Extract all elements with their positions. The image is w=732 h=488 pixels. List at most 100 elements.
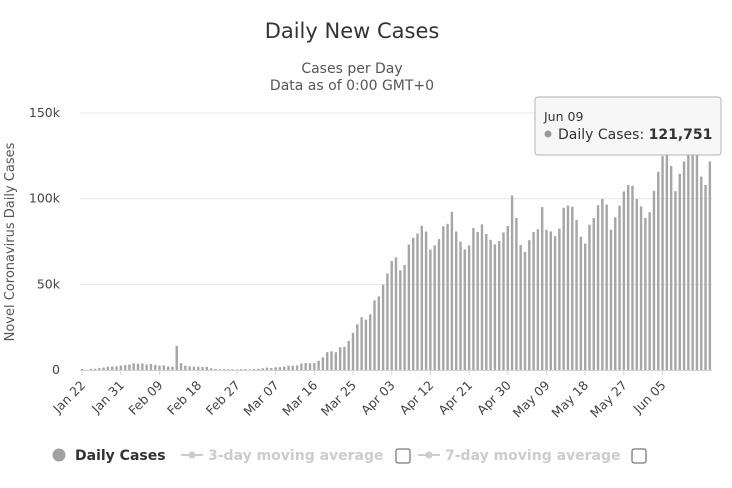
legend-3-day-moving-average-marker[interactable]	[188, 451, 196, 459]
bar[interactable]	[626, 185, 630, 370]
bar[interactable]	[424, 231, 428, 370]
bar[interactable]	[227, 369, 230, 370]
bar[interactable]	[429, 249, 432, 370]
bar[interactable]	[480, 224, 484, 370]
legend-3-day-moving-average-label[interactable]: 3-day moving average	[208, 448, 384, 464]
bar[interactable]	[528, 240, 531, 370]
bar[interactable]	[330, 351, 333, 370]
bar[interactable]	[549, 231, 552, 370]
bar[interactable]	[265, 367, 269, 370]
bar[interactable]	[106, 366, 110, 370]
bar[interactable]	[639, 206, 643, 370]
bar[interactable]	[192, 366, 196, 370]
bar[interactable]	[669, 165, 673, 370]
bar[interactable]	[261, 368, 264, 370]
bar[interactable]	[326, 352, 329, 370]
bar[interactable]	[166, 366, 170, 370]
bar[interactable]	[407, 244, 411, 370]
bar[interactable]	[403, 264, 406, 370]
bar[interactable]	[545, 229, 548, 370]
bar[interactable]	[364, 319, 368, 370]
bar[interactable]	[609, 229, 613, 370]
bar[interactable]	[442, 226, 445, 370]
bar[interactable]	[141, 363, 144, 370]
bar[interactable]	[381, 284, 385, 370]
bar[interactable]	[399, 270, 402, 370]
legend-7-day-moving-average-checkbox[interactable]	[631, 448, 647, 464]
bar[interactable]	[356, 324, 359, 370]
bar[interactable]	[373, 300, 376, 370]
bar[interactable]	[369, 314, 372, 370]
bar[interactable]	[571, 206, 574, 370]
bar[interactable]	[252, 369, 256, 370]
bar[interactable]	[291, 365, 295, 370]
bar[interactable]	[596, 205, 600, 370]
bar[interactable]	[635, 199, 638, 370]
bar[interactable]	[351, 332, 355, 370]
legend-3-day-moving-average-checkbox[interactable]	[395, 448, 411, 464]
bar[interactable]	[218, 369, 221, 370]
bar[interactable]	[682, 161, 686, 370]
bar[interactable]	[244, 369, 247, 370]
bar[interactable]	[321, 357, 325, 370]
bar[interactable]	[519, 245, 522, 370]
bar[interactable]	[708, 161, 712, 370]
bar[interactable]	[510, 195, 514, 370]
bar[interactable]	[308, 363, 312, 370]
bar[interactable]	[343, 346, 346, 370]
bar[interactable]	[532, 231, 535, 370]
bar[interactable]	[93, 368, 97, 370]
bar[interactable]	[592, 218, 595, 370]
bar[interactable]	[287, 365, 290, 370]
bar[interactable]	[235, 369, 239, 370]
bar[interactable]	[295, 365, 299, 370]
bar[interactable]	[485, 234, 488, 370]
bar[interactable]	[446, 223, 449, 370]
bar[interactable]	[472, 227, 475, 370]
bar[interactable]	[128, 364, 131, 370]
bar[interactable]	[184, 365, 187, 370]
bar[interactable]	[515, 218, 518, 370]
bar[interactable]	[338, 347, 342, 370]
bar[interactable]	[313, 363, 316, 370]
bar[interactable]	[622, 191, 626, 370]
bar[interactable]	[119, 365, 123, 370]
bar[interactable]	[575, 219, 578, 370]
bar[interactable]	[283, 366, 286, 370]
bar[interactable]	[111, 366, 114, 370]
bar[interactable]	[205, 366, 209, 370]
bar[interactable]	[209, 368, 213, 370]
bar[interactable]	[553, 236, 557, 370]
bar[interactable]	[502, 232, 505, 370]
bar[interactable]	[179, 363, 183, 370]
bar[interactable]	[618, 205, 621, 370]
bar[interactable]	[420, 225, 423, 370]
bar[interactable]	[601, 199, 604, 370]
bar[interactable]	[674, 191, 677, 370]
bar[interactable]	[588, 224, 591, 370]
bar[interactable]	[704, 184, 707, 370]
bar[interactable]	[158, 365, 161, 370]
bar[interactable]	[102, 367, 105, 370]
bar[interactable]	[278, 367, 282, 370]
bar[interactable]	[300, 363, 303, 370]
bar[interactable]	[652, 190, 656, 370]
bar[interactable]	[454, 231, 458, 370]
bar[interactable]	[644, 217, 647, 370]
legend-daily-cases-marker[interactable]	[52, 448, 66, 462]
bar[interactable]	[304, 363, 307, 370]
bar[interactable]	[334, 352, 338, 370]
bar[interactable]	[459, 241, 462, 370]
bar[interactable]	[377, 296, 381, 370]
bar[interactable]	[274, 367, 277, 370]
bar[interactable]	[467, 245, 471, 370]
bar[interactable]	[463, 249, 466, 370]
bar[interactable]	[317, 360, 320, 370]
bar[interactable]	[657, 171, 660, 370]
bar[interactable]	[665, 152, 669, 370]
bar[interactable]	[257, 368, 260, 370]
bar[interactable]	[493, 244, 497, 370]
bar[interactable]	[562, 207, 565, 370]
bar[interactable]	[231, 369, 234, 370]
bar[interactable]	[648, 212, 651, 370]
